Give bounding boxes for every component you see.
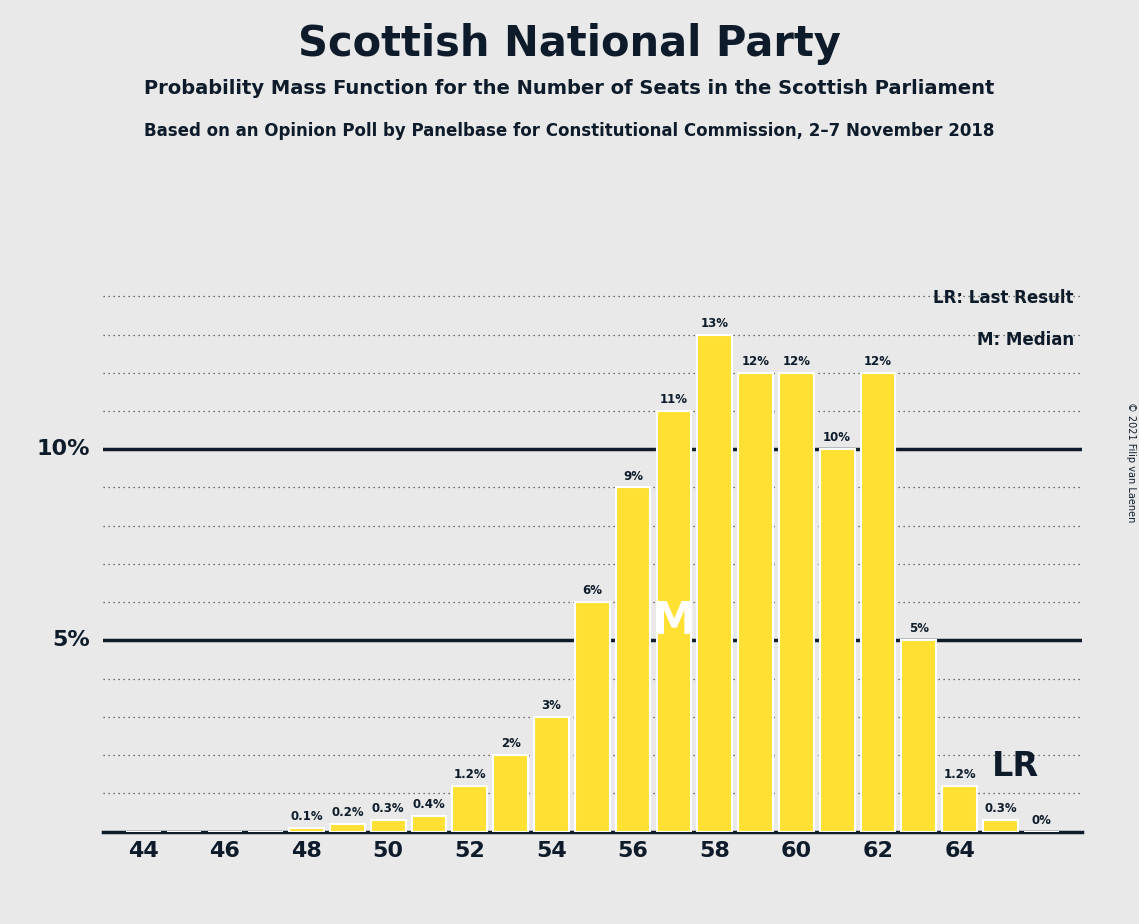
Bar [656,411,691,832]
Text: LR: LR [992,750,1040,784]
Text: 2%: 2% [501,737,521,750]
Text: M: Median: M: Median [977,331,1074,348]
Text: 6%: 6% [582,584,603,597]
Bar [452,785,487,832]
Text: 13%: 13% [700,317,729,330]
Bar [493,755,528,832]
Bar [534,717,568,832]
Bar [371,821,405,832]
Bar [820,449,854,832]
Text: 0.3%: 0.3% [372,802,404,815]
Text: 5%: 5% [909,623,928,636]
Text: 1.2%: 1.2% [453,768,486,781]
Text: LR: Last Result: LR: Last Result [933,288,1074,307]
Text: Scottish National Party: Scottish National Party [298,23,841,65]
Text: Probability Mass Function for the Number of Seats in the Scottish Parliament: Probability Mass Function for the Number… [145,79,994,98]
Bar [616,488,650,832]
Text: Based on an Opinion Poll by Panelbase for Constitutional Commission, 2–7 Novembe: Based on an Opinion Poll by Panelbase fo… [145,122,994,140]
Text: © 2021 Filip van Laenen: © 2021 Filip van Laenen [1126,402,1136,522]
Bar [289,828,323,832]
Bar [983,821,1018,832]
Bar [779,372,813,832]
Bar [861,372,895,832]
Text: 0.3%: 0.3% [984,802,1017,815]
Text: 10%: 10% [36,439,90,459]
Bar [901,640,936,832]
Text: 0.2%: 0.2% [331,806,363,819]
Text: 10%: 10% [823,432,851,444]
Bar [942,785,977,832]
Text: 9%: 9% [623,469,644,482]
Text: 11%: 11% [659,393,688,406]
Text: 3%: 3% [541,699,562,711]
Text: 12%: 12% [782,355,810,368]
Text: 5%: 5% [52,630,90,650]
Text: 0%: 0% [1031,814,1051,827]
Text: 0.1%: 0.1% [290,809,322,822]
Bar [738,372,773,832]
Text: 12%: 12% [741,355,770,368]
Text: M: M [652,600,696,643]
Bar [575,602,609,832]
Bar [330,824,364,832]
Text: 12%: 12% [865,355,892,368]
Text: 0.4%: 0.4% [412,798,445,811]
Bar [411,816,446,832]
Text: 1.2%: 1.2% [943,768,976,781]
Bar [697,334,732,832]
